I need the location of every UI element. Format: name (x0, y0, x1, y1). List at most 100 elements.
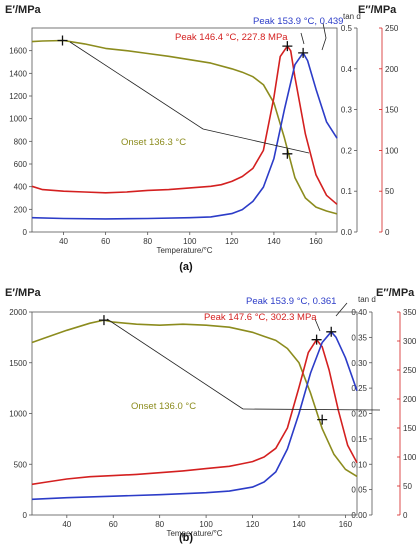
x-tick-label: 40 (59, 237, 68, 246)
x-tick-label: 160 (309, 237, 323, 246)
chart-panel-a: 40 60 80 100 120 140 160 Temperature/°C 0 200 400 6… (5, 4, 399, 273)
onset-leader-line (69, 41, 204, 130)
x-tick-label: 60 (109, 520, 118, 529)
y-right1-tick-label: 0.00 (351, 511, 367, 520)
y-left-tick-label: 800 (14, 137, 28, 146)
series-line-loss (31, 45, 338, 205)
x-tick-label: 120 (225, 237, 239, 246)
y-left-tick-label: 1400 (9, 69, 27, 78)
y-right2-tick-label: 250 (385, 24, 399, 33)
cross-marker (298, 47, 309, 58)
y-right1-tick-label: 0.2 (341, 146, 353, 155)
x-tick-label: 160 (339, 520, 353, 529)
x-tick-label: 100 (183, 237, 197, 246)
y-left-tick-label: 0 (23, 511, 28, 520)
y-left-tick-label: 400 (14, 183, 28, 192)
y-right1-tick-label: 0.10 (351, 460, 367, 469)
chart-panel-b: 40 60 80 100 120 140 160Temperature/°C05001000… (5, 287, 417, 544)
y-left-tick-label: 1000 (9, 410, 27, 419)
y-right1-tick-label: 0.0 (341, 228, 353, 237)
peak-tan-annotation: Peak 153.9 °C, 0.439 (253, 16, 343, 27)
y-left-tick-label: 1500 (9, 359, 27, 368)
callout-line (314, 318, 321, 332)
x-tick-label: 80 (143, 237, 152, 246)
cross-marker (282, 148, 293, 159)
y-right1-tick-label: 0.3 (341, 106, 353, 115)
series-line-loss (31, 338, 358, 486)
cross-marker (98, 315, 109, 326)
x-tick-label: 140 (267, 237, 281, 246)
callout-line (335, 302, 348, 317)
cross-marker (326, 326, 337, 337)
peak-loss-annotation: Peak 146.4 °C, 227.8 MPa (175, 32, 288, 43)
x-tick-label: 100 (199, 520, 213, 529)
y-right2-axis-label: E″/MPa (358, 4, 397, 16)
y-right2-tick-label: 300 (403, 337, 417, 346)
y-left-tick-label: 2000 (9, 308, 27, 317)
y-left-axis-label: E′/MPa (5, 287, 42, 299)
x-tick-label: 120 (246, 520, 260, 529)
y-right1-tick-label: 0.35 (351, 333, 367, 342)
onset-leader-line (202, 128, 310, 154)
x-tick-label: 140 (292, 520, 306, 529)
y-right1-tick-label: 0.05 (351, 486, 367, 495)
cross-marker (282, 41, 293, 52)
y-right2-tick-label: 250 (403, 366, 417, 375)
y-right1-tick-label: 0.40 (351, 308, 367, 317)
x-axis-label: Temperature/°C (156, 246, 212, 255)
y-left-tick-label: 600 (14, 160, 28, 169)
onset-leader-line (106, 318, 244, 410)
plot-frame (31, 311, 358, 516)
series-line-storage (31, 319, 358, 478)
x-tick-label: 60 (101, 237, 110, 246)
cross-marker (57, 35, 68, 46)
y-right2-tick-label: 100 (403, 453, 417, 462)
y-right2-tick-label: 350 (403, 308, 417, 317)
onset-annotation: Onset 136.0 °C (131, 401, 196, 412)
callout-line (321, 22, 327, 51)
y-right1-tick-label: 0.20 (351, 410, 367, 419)
y-left-axis-label: E′/MPa (5, 4, 42, 16)
onset-leader-line (242, 408, 381, 411)
y-right2-tick-label: 50 (403, 482, 412, 491)
y-right1-tick-label: 0.1 (341, 187, 353, 196)
y-right2-tick-label: 0 (385, 228, 390, 237)
onset-annotation: Onset 136.3 °C (121, 137, 186, 148)
callout-line (300, 32, 305, 45)
peak-tan-annotation: Peak 153.9 °C, 0.361 (246, 296, 336, 307)
y-left-tick-label: 0 (23, 228, 28, 237)
x-axis-label: Temperature/°C (166, 529, 222, 538)
series-line-tan_d (31, 52, 338, 220)
y-right1-tick-label: 0.15 (351, 435, 367, 444)
series-line-tan_d (31, 331, 358, 501)
cross-marker (311, 334, 322, 345)
y-left-tick-label: 1000 (9, 115, 27, 124)
panel-label: (b) (179, 532, 193, 544)
y-left-tick-label: 500 (14, 460, 28, 469)
y-right2-tick-label: 150 (403, 424, 417, 433)
y-right2-tick-label: 150 (385, 106, 399, 115)
y-right1-tick-label: 0.5 (341, 24, 353, 33)
y-right1-tick-label: 0.30 (351, 359, 367, 368)
x-tick-label: 80 (155, 520, 164, 529)
y-right1-tick-label: 0.4 (341, 65, 353, 74)
y-right2-tick-label: 200 (403, 395, 417, 404)
peak-loss-annotation: Peak 147.6 °C, 302.3 MPa (204, 312, 317, 323)
y-right2-tick-label: 100 (385, 146, 399, 155)
y-right2-tick-label: 200 (385, 65, 399, 74)
y-left-tick-label: 1200 (9, 92, 27, 101)
y-right2-tick-label: 50 (385, 187, 394, 196)
y-right1-tick-label: 0.25 (351, 384, 367, 393)
y-left-tick-label: 200 (14, 205, 28, 214)
plot-frame (31, 27, 338, 233)
y-left-tick-label: 1600 (9, 47, 27, 56)
y-right1-axis-label: tan d (343, 12, 361, 21)
x-tick-label: 40 (62, 520, 71, 529)
y-right2-axis-label: E″/MPa (376, 287, 415, 299)
cross-marker (317, 414, 328, 425)
series-line-storage (31, 39, 338, 215)
y-right2-tick-label: 0 (403, 511, 408, 520)
panel-label: (a) (179, 261, 193, 273)
y-right1-axis-label: tan d (358, 295, 376, 304)
